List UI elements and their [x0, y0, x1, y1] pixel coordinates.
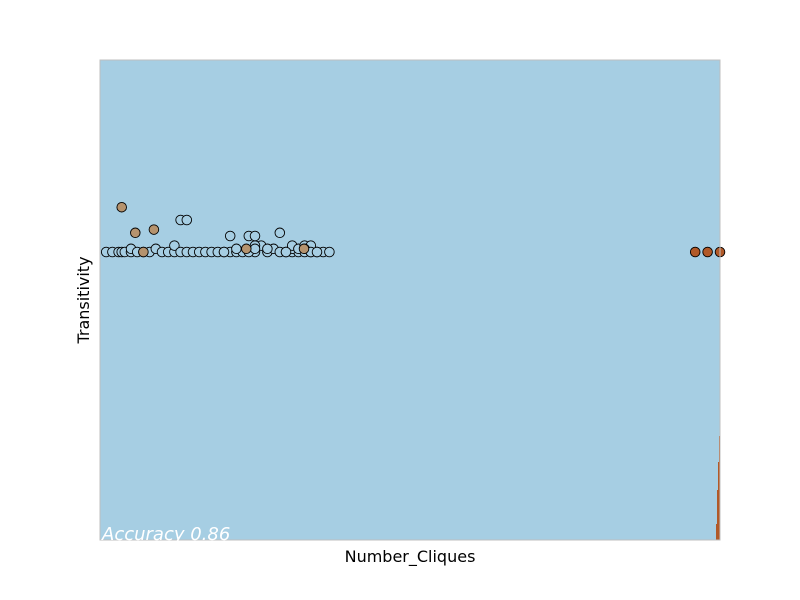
scatter-point-tan [241, 243, 252, 255]
y-axis-label: Transitivity [74, 256, 93, 344]
scatter-point-light [324, 246, 335, 258]
scatter-point-light [262, 243, 273, 255]
scatter-point-light [274, 227, 286, 239]
scatter-point-light [169, 240, 180, 251]
scatter-point-light [181, 214, 193, 226]
scatter-point-light [311, 246, 323, 258]
points-layer [100, 201, 726, 258]
scatter-point-light [231, 243, 242, 255]
plot-area [99, 59, 726, 541]
scatter-point-tan [298, 243, 310, 255]
x-axis-label: Number_Cliques [345, 547, 476, 567]
scatter-point-light [224, 230, 236, 242]
scatter-point-tan [138, 246, 149, 258]
accuracy-annotation: Accuracy 0.86 [101, 524, 230, 545]
scatter-point-light [249, 243, 261, 255]
scatter-point-tan [148, 224, 160, 235]
scatter-point-light [249, 230, 261, 242]
scatter-point-tan [116, 201, 127, 213]
scatter-point-light [218, 246, 230, 258]
decision-region-background [100, 60, 720, 540]
scatter-point-dark [702, 246, 713, 258]
scatter-point-tan [130, 227, 141, 239]
decision-region-edge [716, 436, 720, 540]
scatter-point-dark [689, 246, 701, 258]
scatter-point-light [280, 246, 292, 258]
plot-frame [99, 59, 721, 541]
